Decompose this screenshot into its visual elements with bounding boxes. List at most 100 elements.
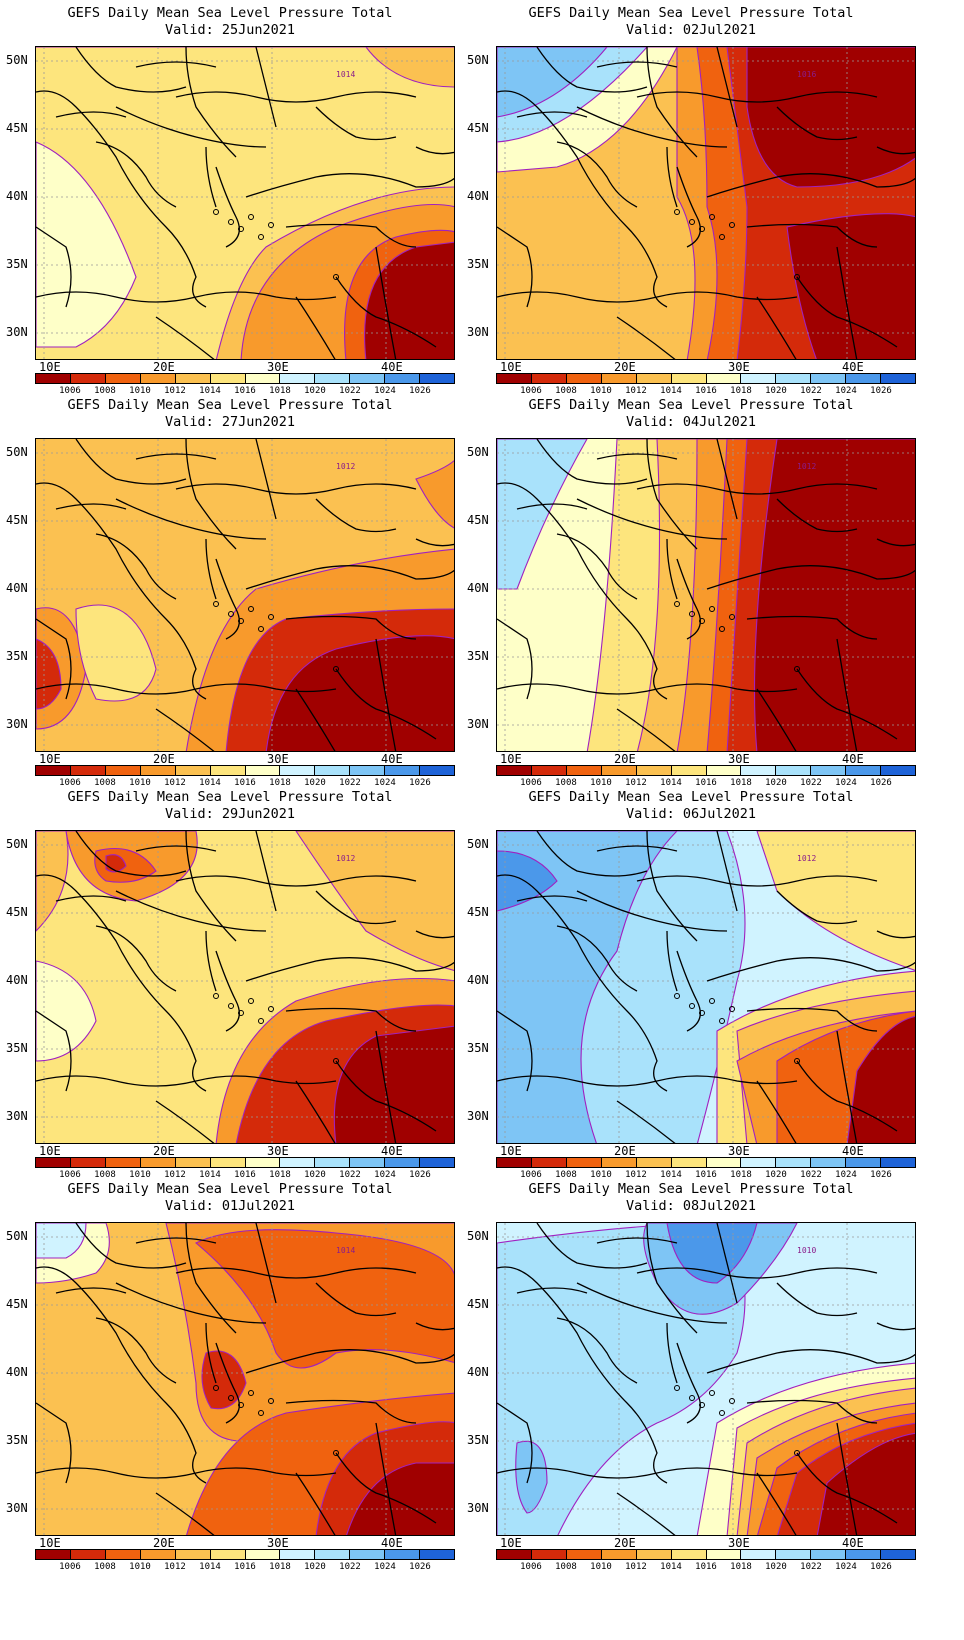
coastline-border (576, 1282, 728, 1324)
latitude-label: 40N (467, 973, 489, 987)
coastline-border (315, 106, 397, 141)
coastline-border (796, 1452, 898, 1524)
colorbar-swatch (531, 1550, 567, 1559)
colorbar-label: 1012 (625, 1562, 647, 1572)
pressure-contour-region (195, 1229, 454, 1369)
colorbar-label: 1010 (590, 386, 612, 396)
colorbar-swatch (350, 1158, 386, 1167)
contour-value-label: 1012 (797, 854, 816, 863)
latitude-label: 30N (467, 325, 489, 339)
colorbar-swatch (846, 374, 882, 383)
colorbar-swatch (636, 766, 672, 775)
coastline-border (776, 498, 858, 533)
colorbar-swatch (601, 374, 637, 383)
colorbar-swatch (280, 1158, 316, 1167)
colorbar-swatch (36, 1158, 71, 1167)
coastline-border (415, 1322, 454, 1331)
panel-valid-date: Valid: 29Jun2021 (164, 806, 296, 822)
colorbar-swatch (140, 1158, 176, 1167)
island-outline (729, 1006, 735, 1012)
colorbar-swatch (385, 1158, 421, 1167)
coastline-border (215, 1342, 240, 1424)
coastline-border (255, 1223, 277, 1304)
colorbar-swatch (601, 766, 637, 775)
colorbar-swatch (140, 766, 176, 775)
colorbar-label: 1026 (870, 386, 892, 396)
island-outline (709, 214, 715, 220)
colorbar-label: 1022 (339, 386, 361, 396)
colorbar-swatch (636, 1550, 672, 1559)
pressure-contour-region (497, 439, 588, 590)
coastline-border (876, 146, 915, 155)
coastline-border (836, 1030, 858, 1143)
island-outline (719, 1410, 725, 1416)
colorbar-labels: 1006 1008 1010 1012 1014 1016 1018 1020 1022 1024… (35, 778, 455, 790)
colorbar-label: 1014 (660, 778, 682, 788)
coastline-border (415, 146, 454, 155)
pressure-contour-region (36, 831, 454, 972)
coastline-border (497, 226, 533, 308)
colorbar-swatch (566, 374, 602, 383)
pressure-contour-region (497, 850, 558, 912)
colorbar-label: 1020 (304, 1562, 326, 1572)
longitude-label: 40E (381, 360, 403, 374)
colorbar-label: 1008 (555, 386, 577, 396)
colorbar-label: 1020 (765, 778, 787, 788)
coastline-border (497, 1467, 798, 1479)
colorbar-label: 1006 (59, 1170, 81, 1180)
latitude-label: 50N (6, 1229, 28, 1243)
pressure-contour-region (36, 638, 62, 710)
colorbar-label: 1006 (59, 778, 81, 788)
coastline-border (666, 1322, 678, 1384)
island-outline (268, 222, 274, 228)
panel-title: GEFS Daily Mean Sea Level Pressure Total (67, 789, 393, 805)
island-outline (248, 606, 254, 612)
colorbar-labels: 1006 1008 1010 1012 1014 1016 1018 1020 1022 1024… (496, 1562, 916, 1574)
coastline-border (205, 1322, 217, 1384)
panel-valid-date: Valid: 01Jul2021 (164, 1198, 296, 1214)
latitude-label: 50N (467, 53, 489, 67)
coastline-border (497, 291, 798, 303)
coastline-border (205, 146, 217, 208)
coastline-border (255, 831, 277, 912)
coastline-border (36, 1402, 72, 1484)
coastline-border (636, 483, 878, 495)
island-outline (709, 1390, 715, 1396)
colorbar-swatch (36, 1550, 71, 1559)
colorbar-label: 1022 (800, 1562, 822, 1572)
colorbar-swatch (210, 1550, 246, 1559)
coastline-border (205, 930, 217, 992)
panel-title: GEFS Daily Mean Sea Level Pressure Total (67, 5, 393, 21)
coastline-border (616, 316, 676, 359)
coastline-border (666, 146, 678, 208)
contour-value-label: 1012 (336, 462, 355, 471)
longitude-label: 40E (381, 1144, 403, 1158)
map-panel: GEFS Daily Mean Sea Level Pressure Total… (0, 784, 460, 1194)
coastline-border (576, 890, 728, 932)
pressure-map: 1010 (496, 1222, 916, 1536)
coastline-border (36, 1010, 72, 1092)
coastline-border (285, 615, 417, 640)
coastline-border (115, 890, 267, 932)
island-outline (794, 666, 800, 672)
panel-title: GEFS Daily Mean Sea Level Pressure Total (528, 1181, 854, 1197)
island-outline (238, 226, 244, 232)
colorbar-label: 1012 (164, 1170, 186, 1180)
coastline-border (616, 1492, 676, 1535)
coastline-border (245, 565, 454, 590)
island-outline (268, 614, 274, 620)
colorbar-swatch (776, 1158, 812, 1167)
colorbar-label: 1020 (304, 386, 326, 396)
latitude-label: 35N (6, 257, 28, 271)
island-outline (719, 626, 725, 632)
map-canvas: 1010 (497, 1223, 915, 1535)
longitude-label: 30E (267, 1144, 289, 1158)
island-outline (674, 993, 680, 999)
colorbar-swatch (497, 1550, 532, 1559)
pressure-contour-region (75, 604, 157, 702)
coastline-border (255, 439, 277, 520)
colorbar-swatch (566, 766, 602, 775)
island-outline (258, 1018, 264, 1024)
colorbar-label: 1016 (695, 386, 717, 396)
colorbar-swatch (706, 766, 742, 775)
